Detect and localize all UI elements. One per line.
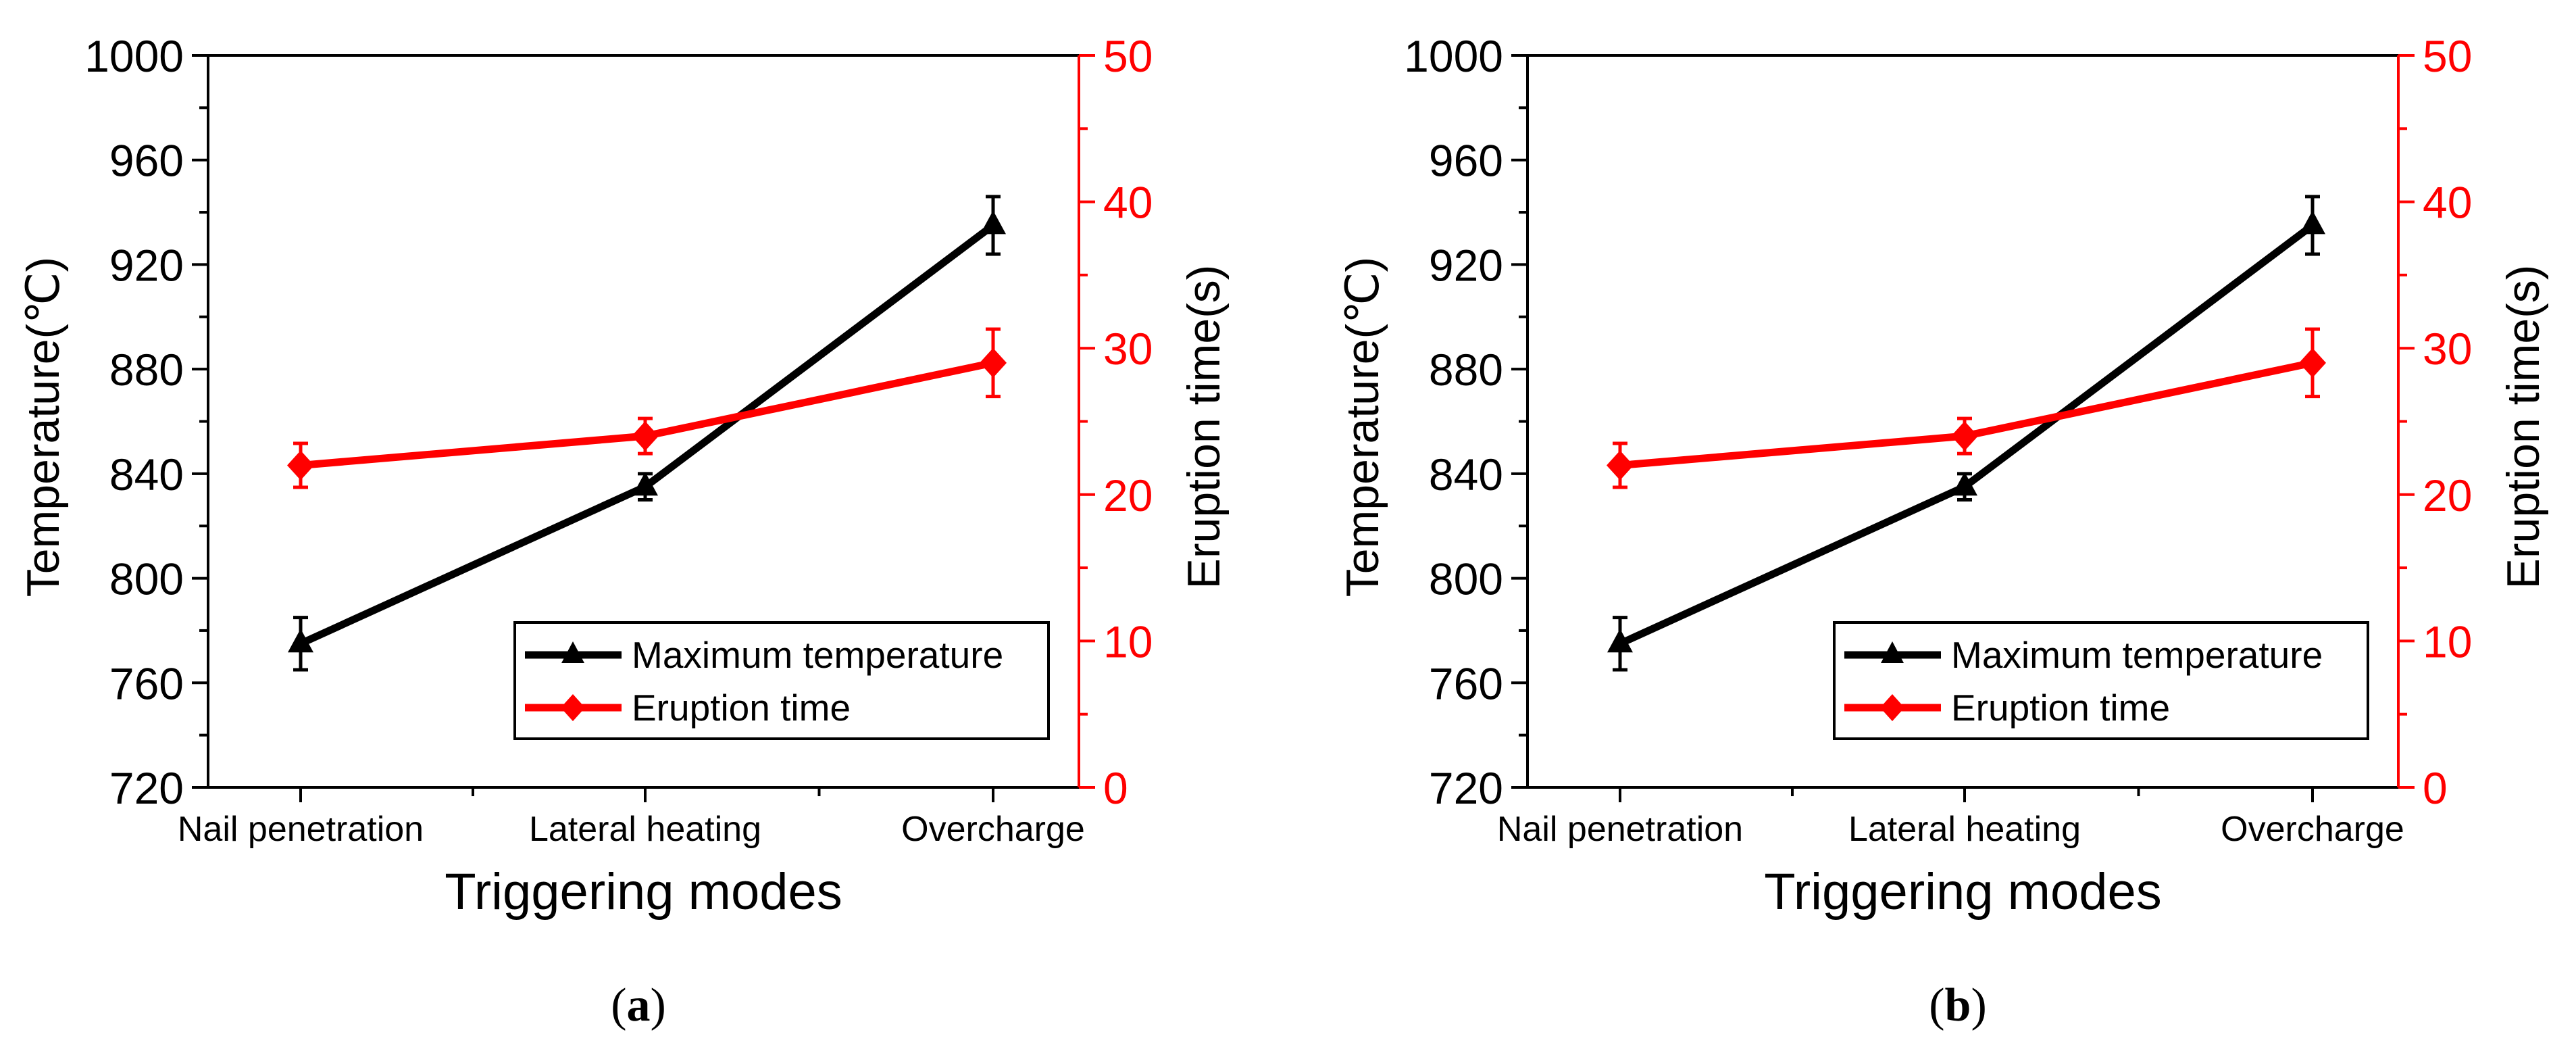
right-y-tick-label: 40 <box>2423 178 2472 228</box>
left-y-tick-label: 920 <box>109 240 184 290</box>
legend-label-maximum-temperature: Maximum temperature <box>632 634 1003 676</box>
data-point-maximum-temperature <box>288 629 313 653</box>
data-point-maximum-temperature <box>2300 210 2325 235</box>
data-point-eruption-time <box>632 421 659 451</box>
x-tick-label: Nail penetration <box>178 810 424 849</box>
legend-marker-eruption-time <box>561 694 585 721</box>
left-y-tick-label: 800 <box>1429 554 1503 604</box>
left-y-tick-label: 960 <box>109 136 184 186</box>
left-y-axis-title: Temperature(℃) <box>18 257 69 597</box>
right-y-tick-label: 20 <box>2423 470 2472 520</box>
x-tick-label: Lateral heating <box>1848 810 2081 849</box>
x-tick-label: Nail penetration <box>1497 810 1743 849</box>
left-y-tick-label: 840 <box>1429 449 1503 499</box>
legend-label-maximum-temperature: Maximum temperature <box>1951 634 2323 676</box>
legend-marker-maximum-temperature <box>1881 641 1904 663</box>
left-y-tick-label: 760 <box>109 658 184 708</box>
panel-caption: (a) <box>611 979 666 1031</box>
legend-box <box>513 621 1050 740</box>
panel-caption-close-paren: ) <box>651 979 666 1031</box>
x-tick-label: Overcharge <box>901 810 1085 849</box>
left-y-tick-label: 920 <box>1429 240 1503 290</box>
data-point-maximum-temperature <box>632 472 658 496</box>
right-y-tick-label: 50 <box>2423 31 2472 81</box>
right-y-tick-label: 20 <box>1103 470 1153 520</box>
left-y-axis-title: Temperature(℃) <box>1337 257 1388 597</box>
legend-label-eruption-time: Eruption time <box>632 687 851 729</box>
data-point-maximum-temperature <box>1607 629 1633 653</box>
legend-label-eruption-time: Eruption time <box>1951 687 2170 729</box>
panel-caption-letter: b <box>1945 979 1971 1031</box>
legend-marker-maximum-temperature <box>561 641 584 663</box>
left-y-tick-label: 1000 <box>84 31 184 81</box>
right-y-tick-label: 0 <box>1103 763 1128 813</box>
x-axis-title: Triggering modes <box>1764 863 2162 921</box>
x-axis-title: Triggering modes <box>445 863 842 921</box>
data-point-maximum-temperature <box>980 210 1006 235</box>
left-y-tick-label: 880 <box>1429 345 1503 395</box>
data-point-eruption-time <box>980 347 1007 378</box>
left-y-tick-label: 800 <box>109 554 184 604</box>
right-y-axis-title: Eruption time(s) <box>2498 265 2549 589</box>
panel-caption-letter: a <box>627 979 651 1031</box>
legend-marker-eruption-time <box>1880 694 1904 721</box>
left-y-tick-label: 760 <box>1429 658 1503 708</box>
left-y-tick-label: 1000 <box>1404 31 1503 81</box>
left-y-tick-label: 840 <box>109 449 184 499</box>
panel-caption: (b) <box>1929 979 1987 1031</box>
chart-panel-b: 720 760 800 840 880 920 960 1000 0 10 20 30 40 50 Nail… <box>1337 31 2549 1031</box>
data-point-eruption-time <box>1951 421 1978 451</box>
data-point-eruption-time <box>1607 450 1634 481</box>
right-y-tick-label: 30 <box>2423 324 2472 374</box>
right-y-tick-label: 10 <box>1103 616 1153 666</box>
legend-box <box>1833 621 2369 740</box>
panel-caption-open-paren: ( <box>611 979 626 1031</box>
right-y-tick-label: 10 <box>2423 616 2472 666</box>
panel-caption-open-paren: ( <box>1929 979 1944 1031</box>
left-y-tick-label: 720 <box>1429 763 1503 813</box>
data-point-eruption-time <box>287 450 314 481</box>
right-y-tick-label: 50 <box>1103 31 1153 81</box>
left-y-tick-label: 880 <box>109 345 184 395</box>
data-point-eruption-time <box>2299 347 2326 378</box>
panel-caption-close-paren: ) <box>1971 979 1986 1031</box>
left-y-tick-label: 960 <box>1429 136 1503 186</box>
x-tick-label: Overcharge <box>2221 810 2404 849</box>
left-y-tick-label: 720 <box>109 763 184 813</box>
right-y-axis-title: Eruption time(s) <box>1178 265 1230 589</box>
right-y-tick-label: 40 <box>1103 178 1153 228</box>
x-tick-label: Lateral heating <box>529 810 761 849</box>
data-point-maximum-temperature <box>1952 472 1977 496</box>
chart-panel-a: 720 760 800 840 880 920 960 1000 0 10 20 30 40 50 Nail… <box>18 31 1230 1031</box>
right-y-tick-label: 0 <box>2423 763 2448 813</box>
right-y-tick-label: 30 <box>1103 324 1153 374</box>
